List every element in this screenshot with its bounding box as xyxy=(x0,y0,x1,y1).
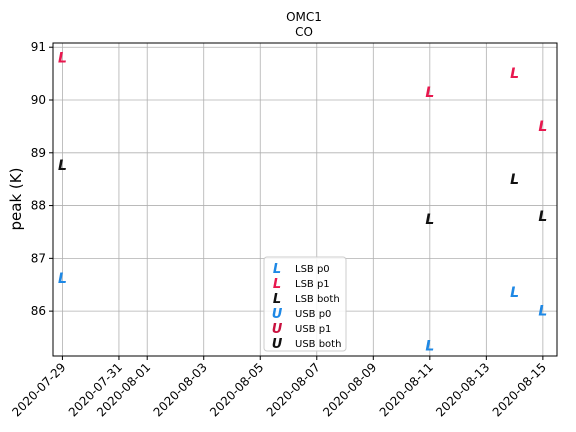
y-tick-label: 86 xyxy=(31,304,46,318)
y-axis-label: peak (K) xyxy=(7,168,25,231)
legend: L LSB p0 L LSB p1 L LSB both U USB p0 U USB p1 U US… xyxy=(263,256,347,352)
x-tick-label: 2020-07-29 xyxy=(9,360,68,419)
data-point: L xyxy=(538,304,547,320)
data-point: L xyxy=(58,271,67,287)
grid xyxy=(53,43,557,356)
legend-marker: L xyxy=(273,277,281,292)
legend-marker: U xyxy=(272,337,283,352)
y-tick-label: 87 xyxy=(31,251,46,265)
data-point: L xyxy=(425,85,434,101)
y-tick-label: 88 xyxy=(31,199,46,213)
x-tick-label: 2020-08-09 xyxy=(320,360,379,419)
x-axis: 2020-07-292020-07-312020-08-012020-08-03… xyxy=(9,356,549,419)
legend-entry: USB p1 xyxy=(295,324,331,335)
plot-area xyxy=(52,42,558,357)
data-point: L xyxy=(538,209,547,225)
data-point: L xyxy=(510,172,519,188)
data-point: L xyxy=(510,66,519,82)
legend-entry: USB both xyxy=(295,339,341,350)
data-point: L xyxy=(58,158,67,174)
data-point: L xyxy=(425,212,434,228)
y-tick-label: 90 xyxy=(31,93,46,107)
legend-entry: LSB both xyxy=(295,294,340,305)
x-tick-label: 2020-08-11 xyxy=(377,360,436,419)
legend-marker: U xyxy=(272,307,283,322)
data-point: L xyxy=(58,50,67,66)
y-tick-label: 91 xyxy=(31,40,46,54)
chart-title: OMC1 xyxy=(286,10,322,24)
data-point: L xyxy=(425,338,434,354)
legend-box xyxy=(263,256,347,352)
data-point: L xyxy=(510,285,519,301)
chart-subtitle: CO xyxy=(295,25,313,39)
x-tick-label: 2020-08-05 xyxy=(207,360,266,419)
y-axis: 86 87 88 89 90 91 xyxy=(31,40,53,318)
x-tick-label: 2020-08-15 xyxy=(490,360,549,419)
data-point: L xyxy=(538,119,547,135)
y-tick-label: 89 xyxy=(31,146,46,160)
legend-marker: U xyxy=(272,322,283,337)
x-tick-label: 2020-08-03 xyxy=(151,360,210,419)
legend-entry: LSB p1 xyxy=(295,279,330,290)
legend-entry: LSB p0 xyxy=(295,264,330,275)
legend-entry: USB p0 xyxy=(295,309,331,320)
legend-marker: L xyxy=(273,262,281,277)
legend-marker: L xyxy=(273,292,281,307)
x-tick-label: 2020-08-07 xyxy=(264,360,323,419)
x-tick-label: 2020-08-13 xyxy=(433,360,492,419)
